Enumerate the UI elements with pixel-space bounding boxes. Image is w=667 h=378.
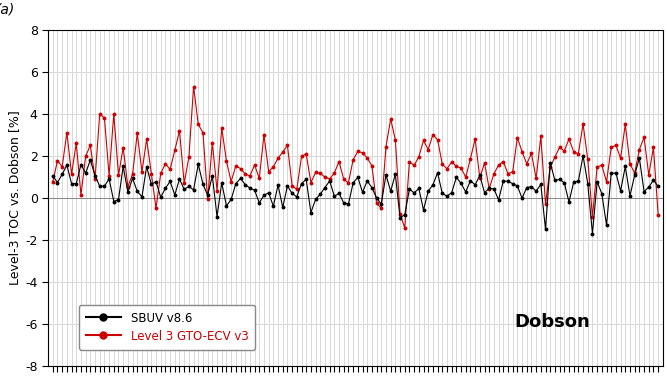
Level 3 GTO-ECV v3 [311,170,319,175]
Line: SBUV v8.6: SBUV v8.6 [51,154,660,235]
SBUV v8.6 [588,231,596,236]
Line: Level 3 GTO-ECV v3: Level 3 GTO-ECV v3 [51,85,660,230]
SBUV v8.6 [213,214,221,219]
SBUV v8.6 [364,179,372,183]
Level 3 GTO-ECV v3 [504,172,512,176]
SBUV v8.6 [654,184,662,189]
Level 3 GTO-ECV v3 [654,212,662,217]
SBUV v8.6 [307,210,315,215]
Level 3 GTO-ECV v3 [217,126,225,130]
Level 3 GTO-ECV v3 [532,176,540,181]
Legend: SBUV v8.6, Level 3 GTO-ECV v3: SBUV v8.6, Level 3 GTO-ECV v3 [79,305,255,350]
Level 3 GTO-ECV v3 [368,164,376,168]
SBUV v8.6 [495,198,503,202]
Level 3 GTO-ECV v3 [401,226,409,230]
SBUV v8.6 [448,191,456,195]
Level 3 GTO-ECV v3 [189,84,197,89]
SBUV v8.6 [523,185,531,190]
SBUV v8.6 [49,174,57,178]
Text: (a): (a) [0,2,15,16]
SBUV v8.6 [579,153,587,158]
Level 3 GTO-ECV v3 [49,180,57,184]
Text: Dobson: Dobson [514,313,590,331]
Y-axis label: Level-3 TOC vs. Dobson [%]: Level-3 TOC vs. Dobson [%] [8,110,21,285]
Level 3 GTO-ECV v3 [457,166,465,170]
